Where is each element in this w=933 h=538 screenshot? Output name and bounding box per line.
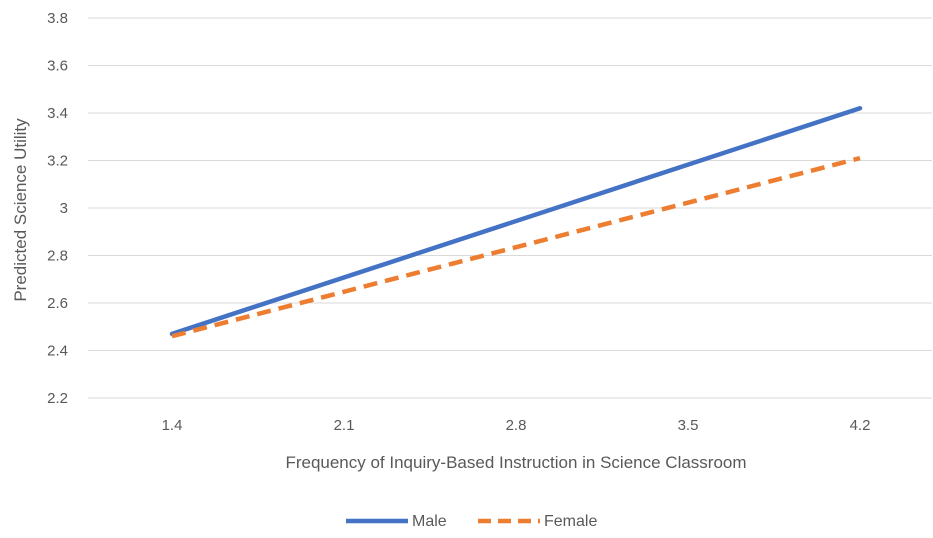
series-lines — [169, 106, 863, 339]
legend-label-female: Female — [544, 513, 597, 530]
x-tick-label: 2.8 — [506, 417, 527, 434]
x-tick-label: 1.4 — [162, 417, 183, 434]
y-tick-label: 3.2 — [47, 153, 68, 170]
y-tick-label: 2.8 — [47, 248, 68, 265]
y-tick-label: 2.2 — [47, 390, 68, 407]
y-tick-label: 3.8 — [47, 10, 68, 27]
x-tick-label: 2.1 — [334, 417, 355, 434]
legend: Male Female — [346, 513, 597, 530]
series-line-female — [171, 155, 861, 339]
y-tick-label: 3.6 — [47, 58, 68, 75]
y-tick-label: 3 — [60, 200, 68, 217]
gridlines — [88, 17, 932, 399]
x-tick-label: 4.2 — [850, 417, 871, 434]
y-tick-label: 2.4 — [47, 343, 68, 360]
y-axis-title: Predicted Science Utility — [11, 118, 30, 302]
y-tick-label: 2.6 — [47, 295, 68, 312]
y-tick-label: 3.4 — [47, 105, 68, 122]
legend-label-male: Male — [412, 513, 447, 530]
series-line-male — [169, 106, 863, 337]
x-tick-label: 3.5 — [678, 417, 699, 434]
x-axis-ticks: 1.4 2.1 2.8 3.5 4.2 — [162, 417, 871, 434]
y-axis-ticks: 2.2 2.4 2.6 2.8 3 3.2 3.4 3.6 3.8 — [47, 10, 68, 407]
x-axis-title: Frequency of Inquiry-Based Instruction i… — [285, 453, 746, 472]
